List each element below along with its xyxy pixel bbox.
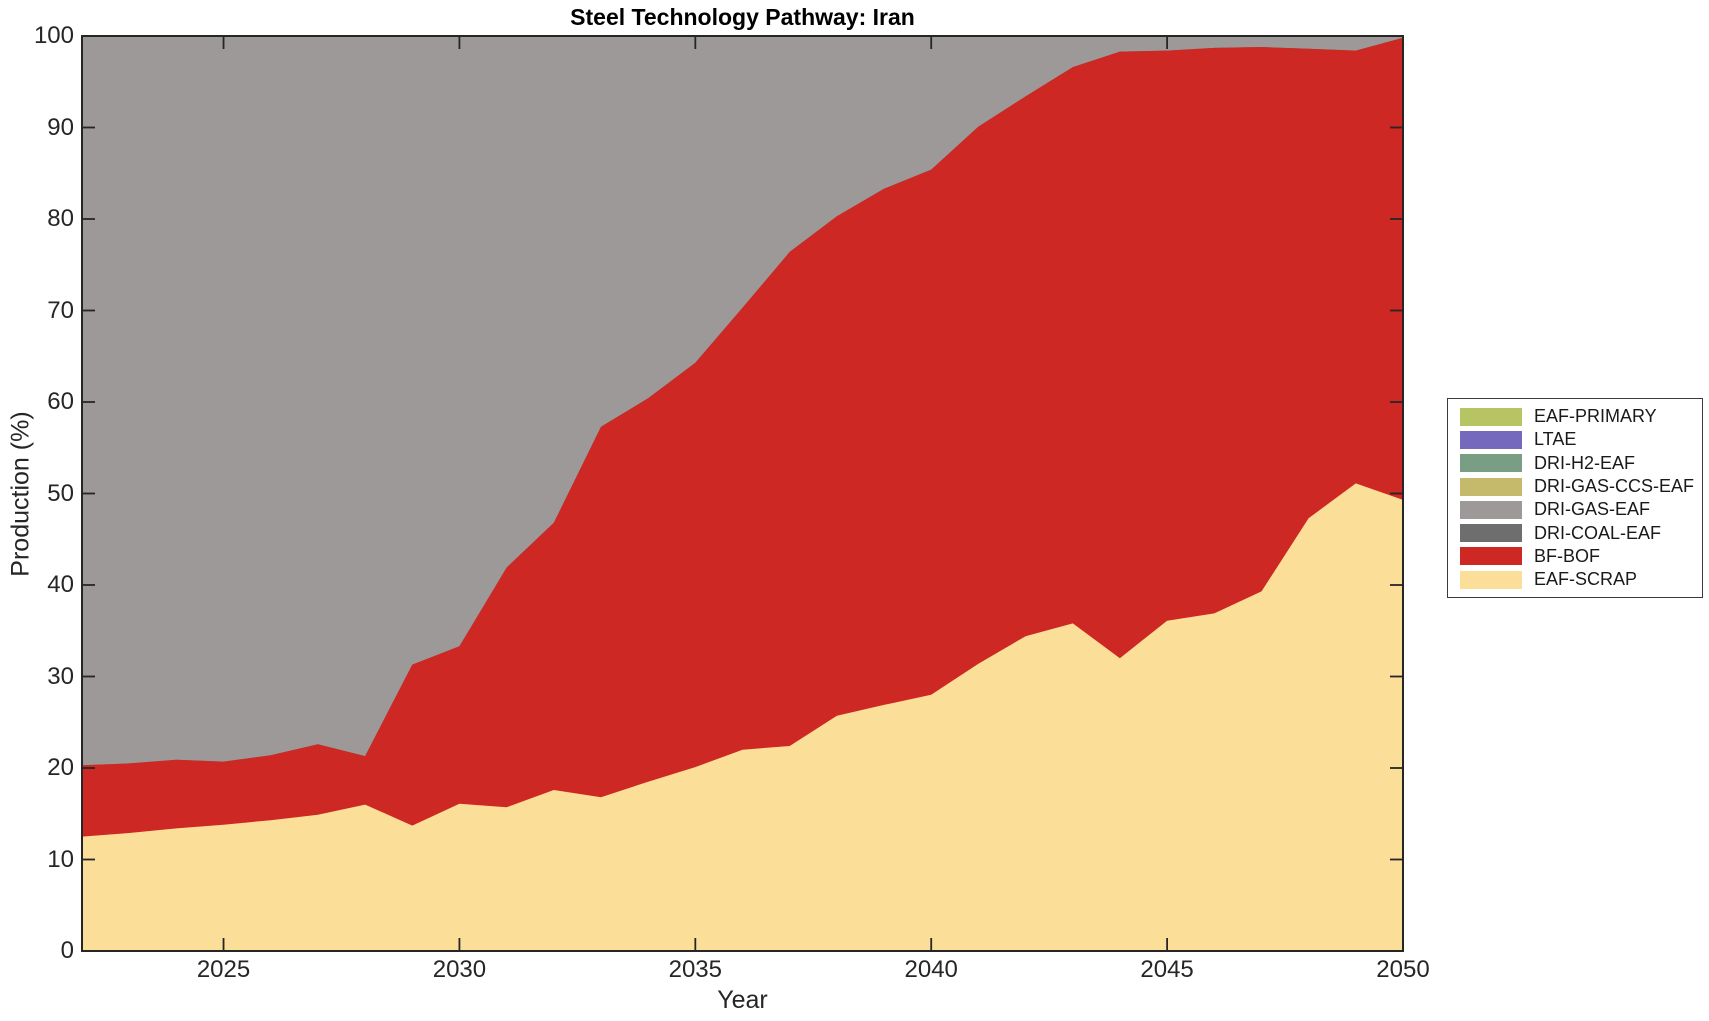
legend-label: EAF-PRIMARY xyxy=(1534,406,1657,427)
legend-item: DRI-GAS-CCS-EAF xyxy=(1460,475,1702,498)
legend-swatch-icon xyxy=(1460,547,1522,566)
legend-item: EAF-SCRAP xyxy=(1460,568,1702,591)
chart-title: Steel Technology Pathway: Iran xyxy=(570,4,915,30)
legend-swatch-icon xyxy=(1460,407,1522,426)
y-tick-label: 100 xyxy=(33,22,74,49)
x-tick-label: 2050 xyxy=(1376,956,1430,983)
legend-label: LTAE xyxy=(1534,429,1577,450)
y-tick-label: 10 xyxy=(47,845,74,873)
legend-item: LTAE xyxy=(1460,428,1702,451)
x-axis-label: Year xyxy=(717,986,768,1014)
legend-swatch-icon xyxy=(1460,500,1522,519)
legend-item: BF-BOF xyxy=(1460,545,1702,568)
legend-label: DRI-GAS-CCS-EAF xyxy=(1534,476,1695,497)
legend-swatch-icon xyxy=(1460,430,1522,449)
legend-swatch-icon xyxy=(1460,524,1522,543)
legend-label: BF-BOF xyxy=(1534,545,1600,566)
y-tick-label: 70 xyxy=(47,296,74,324)
legend-label: EAF-SCRAP xyxy=(1534,569,1638,590)
y-tick-label: 0 xyxy=(60,937,74,964)
y-tick-label: 90 xyxy=(47,113,74,141)
legend-label: DRI-H2-EAF xyxy=(1534,452,1636,473)
y-tick-label: 40 xyxy=(47,571,74,598)
x-tick-label: 2040 xyxy=(904,956,958,983)
x-tick-label: 2030 xyxy=(432,956,487,983)
legend-item: DRI-H2-EAF xyxy=(1460,452,1702,475)
legend: EAF-PRIMARY LTAE DRI-H2-EAF DRI-GAS-CCS-EAF… xyxy=(1447,398,1703,599)
legend-label: DRI-GAS-EAF xyxy=(1534,499,1651,520)
area-eaf-scrap xyxy=(82,483,1403,951)
legend-item: DRI-GAS-EAF xyxy=(1460,498,1702,521)
x-tick-label: 2045 xyxy=(1140,956,1194,983)
legend-swatch-icon xyxy=(1460,477,1522,496)
y-tick-label: 50 xyxy=(47,479,74,507)
legend-swatch-icon xyxy=(1460,454,1522,473)
x-tick-label: 2035 xyxy=(668,956,722,983)
y-tick-label: 60 xyxy=(47,388,74,415)
y-tick-label: 30 xyxy=(47,662,74,690)
legend-item: EAF-PRIMARY xyxy=(1460,405,1702,428)
legend-swatch-icon xyxy=(1460,570,1522,589)
y-tick-label: 20 xyxy=(47,754,74,781)
x-tick-label: 2025 xyxy=(196,956,251,983)
y-tick-label: 80 xyxy=(47,205,74,232)
legend-label: DRI-COAL-EAF xyxy=(1534,522,1662,543)
legend-item: DRI-COAL-EAF xyxy=(1460,521,1702,544)
